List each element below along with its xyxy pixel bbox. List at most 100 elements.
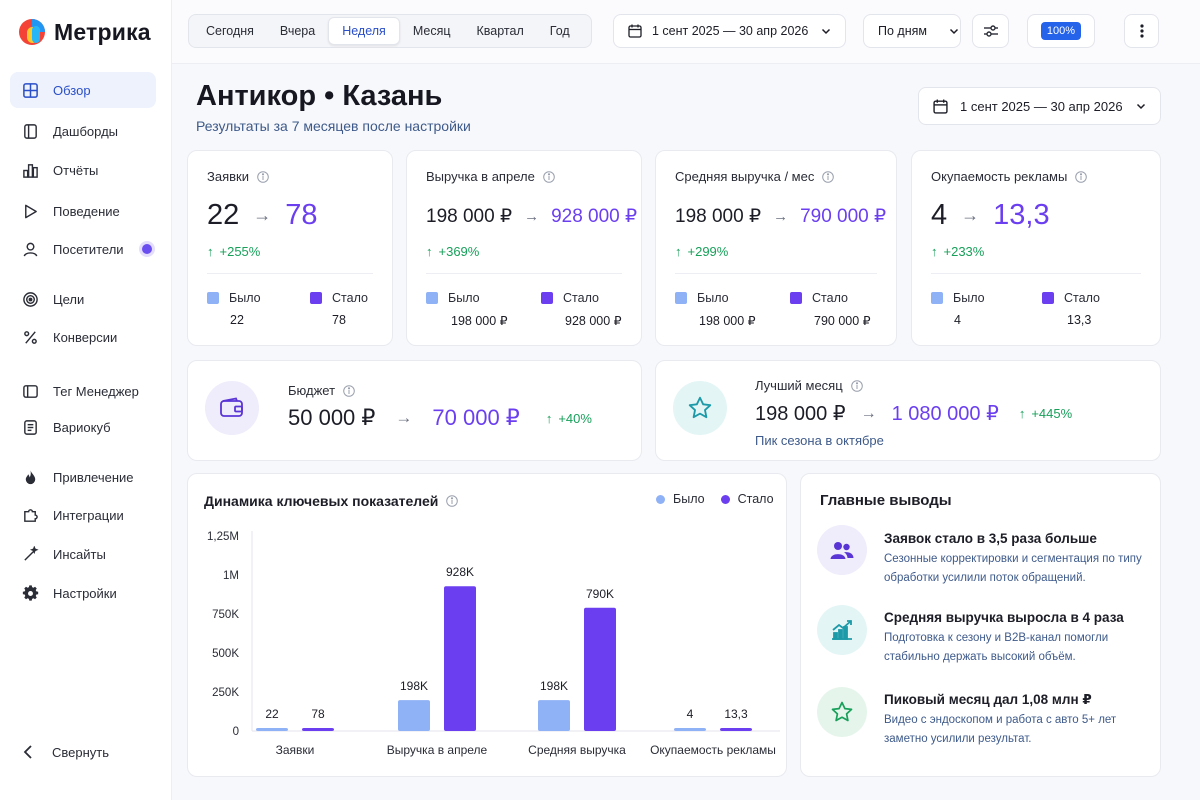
bar-before [674,728,706,731]
chart-title: Динамика ключевых показателей [204,493,459,509]
legend-after-label: Стало [563,291,599,305]
kpi-before-value: 198 000 ₽ [699,314,756,328]
collapse-sidebar-button[interactable]: Свернуть [22,744,109,760]
chart-card: Динамика ключевых показателей Было Стало… [187,473,787,777]
arrow-right-icon: → [524,208,540,225]
y-tick-label: 1M [223,570,239,582]
sidebar-item-visitors[interactable]: Посетители [10,231,156,267]
star-icon [688,396,712,419]
insight-icon-circle [817,525,867,575]
tab-year[interactable]: Год [549,24,570,38]
wallet-icon [220,397,243,417]
grid-icon [23,82,38,98]
bar-chart-icon [23,163,38,178]
bar-value-label: 928K [446,565,474,579]
info-icon[interactable] [1075,170,1088,183]
sidebar-item-label: Дашборды [53,123,118,139]
tab-month[interactable]: Месяц [412,24,451,38]
header-date-picker[interactable]: 1 сент 2025 — 30 апр 2026 [918,87,1161,125]
info-icon[interactable] [543,170,555,183]
legend-swatch-before [426,292,438,304]
sidebar-item-goals[interactable]: Цели [10,281,156,317]
sidebar-item-acquisition[interactable]: Привлечение [10,459,156,495]
granularity-select[interactable]: По дням [863,14,961,48]
y-tick-label: 250K [212,687,239,699]
bar-value-label: 4 [687,707,694,721]
zoom-button[interactable]: 100% [1027,14,1095,48]
kpi-delta: ↑ +299% [675,244,728,259]
kpi-title: Средняя выручка / мес [675,169,835,184]
granularity-value: По дням [878,24,927,38]
legend-after: Стало [790,291,848,305]
kpi-before-value: 4 [954,313,961,327]
divider [426,273,622,274]
gear-icon [22,584,39,601]
info-icon[interactable] [343,384,355,397]
info-icon[interactable] [257,170,269,183]
divider [675,273,877,274]
tab-week[interactable]: Неделя [328,17,400,45]
filters-button[interactable] [972,14,1009,48]
sidebar-item-variocube[interactable]: Вариокуб [10,409,156,445]
sidebar-item-overview[interactable]: Обзор [10,72,156,108]
kpi-title: Окупаемость рекламы [931,169,1088,184]
sidebar-item-settings[interactable]: Настройки [10,575,156,611]
legend-before: Было [931,291,985,305]
topbar-date-picker[interactable]: 1 сент 2025 — 30 апр 2026 [613,14,846,48]
sidebar-item-dashboards[interactable]: Дашборды [10,113,156,149]
bar-value-label: 198K [540,679,568,693]
info-icon[interactable] [850,379,863,392]
sidebar-item-conversions[interactable]: Конверсии [10,319,156,355]
kpi-from-value: 198 000 ₽ [675,206,762,227]
play-icon [25,204,37,218]
sidebar-item-label: Отчёты [53,162,99,178]
bar-value-label: 198K [400,679,428,693]
bar-after [444,586,476,731]
legend-swatch-before [675,292,687,304]
legend-after: Стало [310,291,368,305]
more-options-button[interactable] [1124,14,1159,48]
legend-before: Было [207,291,261,305]
notification-badge [142,244,152,254]
info-icon[interactable] [822,170,835,183]
tab-yesterday[interactable]: Вчера [279,24,316,38]
best-month-delta-value: +445% [1031,406,1073,421]
budget-title: Бюджет [288,383,355,398]
kpi-after-value: 78 [332,313,346,327]
budget-title-text: Бюджет [288,383,336,398]
kpi-after-value: 13,3 [1067,313,1092,327]
app-logo[interactable]: Метрика [18,16,151,48]
sidebar-item-behavior[interactable]: Поведение [10,193,156,229]
kpi-to-value: 13,3 [993,199,1050,231]
legend-after-label: Стало [1064,291,1100,305]
kpi-delta: ↑ +233% [931,244,984,259]
sidebar-item-tag-manager[interactable]: Тег Менеджер [10,373,156,409]
tab-today[interactable]: Сегодня [206,24,254,38]
x-tick-label: Выручка в апреле [387,743,488,757]
sidebar-item-integrations[interactable]: Интеграции [10,497,156,533]
insight-icon-circle [817,605,867,655]
users-icon [830,542,854,559]
legend-swatch-after [541,292,553,304]
zoom-level: 100% [1040,22,1082,40]
best-month-title: Лучший месяц [755,378,863,393]
kpi-title: Выручка в апреле [426,169,555,184]
bar-value-label: 13,3 [724,707,748,721]
page-title: Антикор • Казань [196,80,443,112]
sidebar-item-reports[interactable]: Отчёты [10,152,156,188]
document-icon [24,419,37,435]
bar-before [256,728,288,731]
info-icon[interactable] [446,495,459,507]
x-tick-label: Заявки [276,743,315,757]
kpi-title-text: Средняя выручка / мес [675,169,815,184]
sliders-icon [983,25,998,37]
tab-quarter[interactable]: Квартал [476,24,524,38]
kpi-to-value: 928 000 ₽ [551,206,638,227]
insight-text: Сезонные корректировки и сегментация по … [884,553,1142,584]
legend-swatch-after [310,292,322,304]
book-icon [24,123,37,139]
header-date-range-value: 1 сент 2025 — 30 апр 2026 [960,98,1123,114]
sidebar-item-insights[interactable]: Инсайты [10,536,156,572]
kpi-title-text: Выручка в апреле [426,169,535,184]
y-tick-label: 0 [233,726,239,738]
